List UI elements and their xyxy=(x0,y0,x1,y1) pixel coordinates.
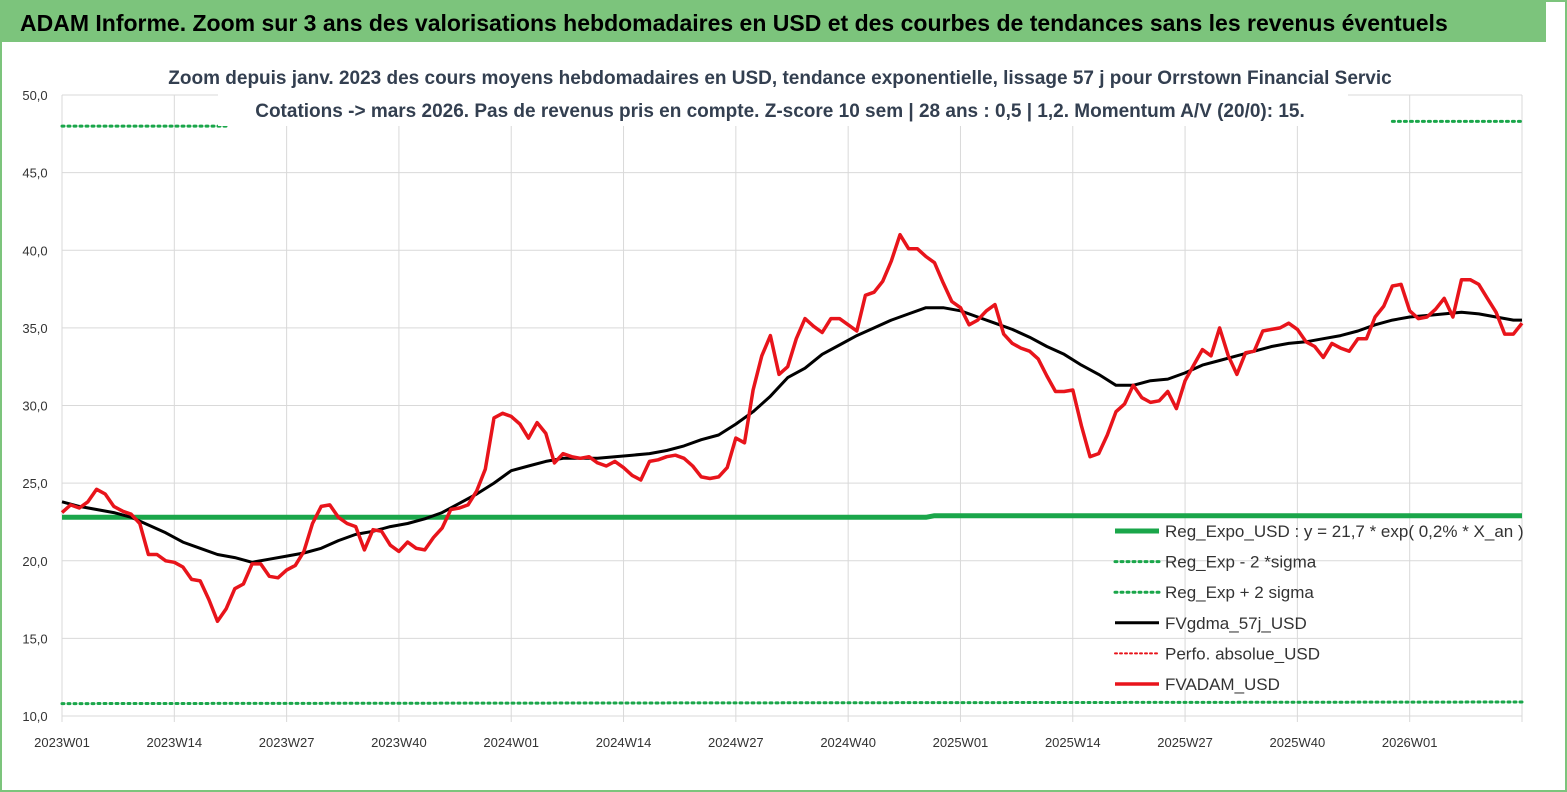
y-tick-label: 25,0 xyxy=(22,476,47,491)
series-line xyxy=(62,513,1522,520)
x-tick-label: 2025W40 xyxy=(1270,735,1326,750)
y-tick-label: 40,0 xyxy=(22,243,47,258)
title-background xyxy=(218,62,1348,126)
legend-label: Perfo. absolue_USD xyxy=(1165,644,1320,663)
legend-label: Reg_Exp - 2 *sigma xyxy=(1165,553,1317,572)
y-tick-label: 35,0 xyxy=(22,321,47,336)
x-tick-label: 2024W40 xyxy=(820,735,876,750)
grid-lines xyxy=(61,94,1523,722)
x-tick-label: 2023W27 xyxy=(259,735,315,750)
legend-label: Reg_Expo_USD : y = 21,7 * exp( 0,2% * X_… xyxy=(1165,522,1524,541)
legend-label: Reg_Exp + 2 sigma xyxy=(1165,583,1314,602)
chart-titles: Zoom depuis janv. 2023 des cours moyens … xyxy=(168,62,1392,126)
chart-subtitle: Cotations -> mars 2026. Pas de revenus p… xyxy=(255,101,1305,122)
y-tick-label: 50,0 xyxy=(22,88,47,103)
series-lines xyxy=(60,119,1524,706)
y-tick-label: 20,0 xyxy=(22,554,47,569)
y-tick-label: 30,0 xyxy=(22,399,47,414)
y-axis-ticks: 10,0 15,0 20,0 25,0 30,0 35,0 40,0 45,0 50,0 xyxy=(22,88,47,724)
y-tick-label: 15,0 xyxy=(22,631,47,646)
legend-label: FVgdma_57j_USD xyxy=(1165,614,1307,633)
series-line xyxy=(60,700,1524,706)
x-tick-label: 2023W40 xyxy=(371,735,427,750)
x-tick-label: 2025W27 xyxy=(1157,735,1213,750)
x-tick-label: 2025W01 xyxy=(933,735,989,750)
x-axis-ticks: 2023W01 2023W14 2023W27 2023W40 2024W01 2024W… xyxy=(34,735,1437,750)
x-tick-label: 2024W01 xyxy=(483,735,539,750)
legend-label: FVADAM_USD xyxy=(1165,675,1280,694)
y-tick-label: 45,0 xyxy=(22,166,47,181)
x-tick-label: 2024W14 xyxy=(596,735,652,750)
report-banner: ADAM Informe. Zoom sur 3 ans des valoris… xyxy=(2,2,1546,42)
series-line xyxy=(61,306,1522,564)
x-tick-label: 2023W01 xyxy=(34,735,90,750)
x-tick-label: 2023W14 xyxy=(146,735,202,750)
series-line xyxy=(60,232,1524,624)
chart-title: Zoom depuis janv. 2023 des cours moyens … xyxy=(168,68,1392,89)
x-tick-label: 2024W27 xyxy=(708,735,764,750)
legend: Reg_Expo_USD : y = 21,7 * exp( 0,2% * X_… xyxy=(1113,522,1524,694)
x-tick-label: 2026W01 xyxy=(1382,735,1438,750)
y-tick-label: 10,0 xyxy=(22,709,47,724)
x-tick-label: 2025W14 xyxy=(1045,735,1101,750)
